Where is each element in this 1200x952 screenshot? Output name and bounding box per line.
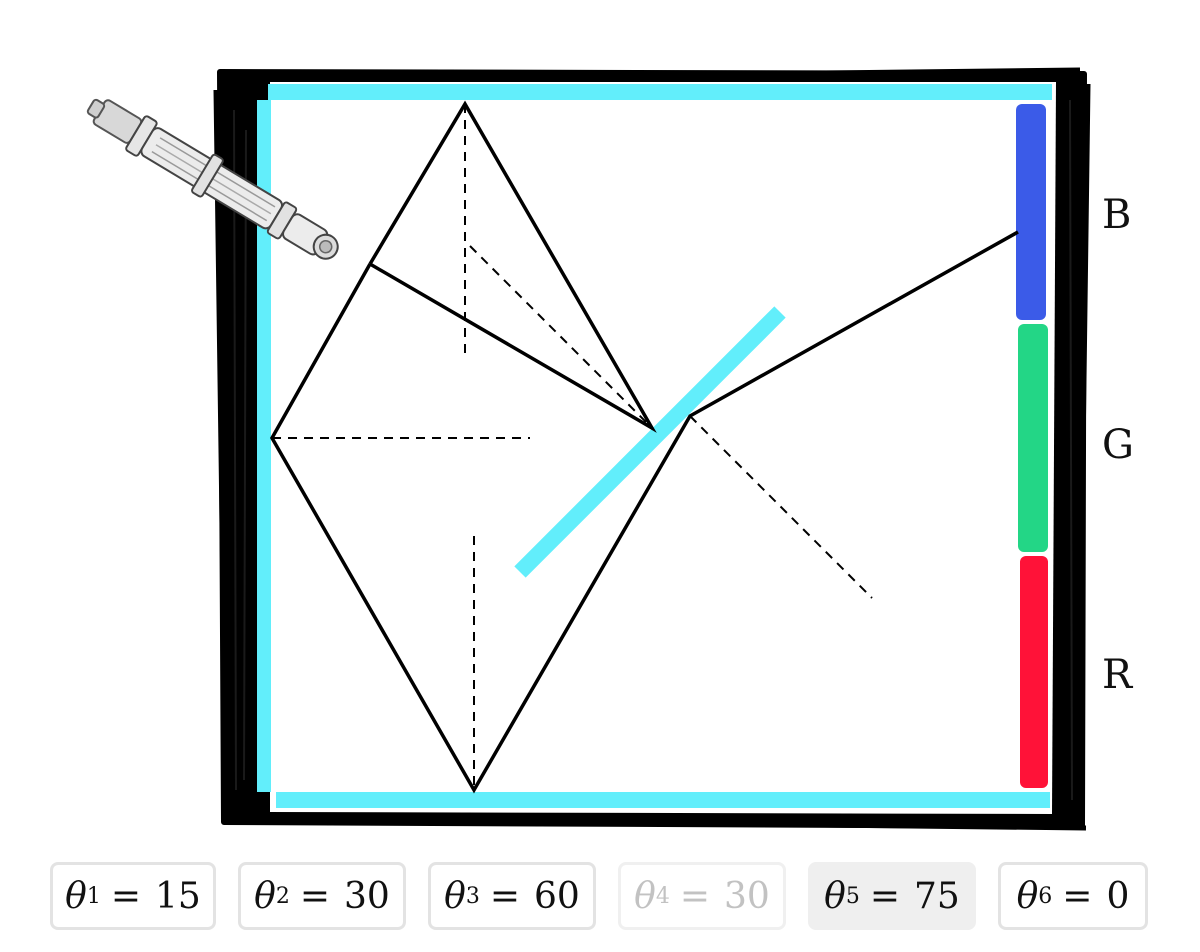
target-band-red xyxy=(1020,556,1048,788)
angle-value: 60 xyxy=(534,875,580,917)
theta-subscript: 1 xyxy=(86,883,101,909)
light-ray xyxy=(269,100,1019,794)
equals-sign: = xyxy=(299,875,331,917)
theta-symbol: θ xyxy=(65,875,87,917)
theta-subscript: 4 xyxy=(655,883,670,909)
normal-lines xyxy=(272,104,873,790)
angle-button-2[interactable]: θ 2 = 30 xyxy=(238,862,406,930)
mirror-board: B G R xyxy=(80,67,1134,831)
angle-button-4: θ 4 = 30 xyxy=(618,862,786,930)
theta-symbol: θ xyxy=(824,875,846,917)
ray-path-main xyxy=(368,100,657,433)
equals-sign: = xyxy=(869,875,901,917)
equals-sign: = xyxy=(489,875,521,917)
angle-button-6[interactable]: θ 6 = 0 xyxy=(998,862,1148,930)
theta-symbol: θ xyxy=(444,875,466,917)
label-b: B xyxy=(1102,192,1131,238)
angle-value: 30 xyxy=(724,875,770,917)
target-band-green xyxy=(1018,324,1048,552)
angle-value: 15 xyxy=(155,875,201,917)
angle-button-3[interactable]: θ 3 = 60 xyxy=(428,862,596,930)
equals-sign: = xyxy=(1062,875,1093,917)
theta-symbol: θ xyxy=(634,875,656,917)
mirror-left[interactable] xyxy=(257,100,271,792)
ray-path-lower xyxy=(269,230,1019,794)
theta-symbol: θ xyxy=(1016,875,1039,917)
equals-sign: = xyxy=(110,875,142,917)
theta-subscript: 6 xyxy=(1038,883,1053,909)
mirror-diagonal[interactable] xyxy=(514,306,786,578)
label-g: G xyxy=(1102,422,1134,468)
mirror-top[interactable] xyxy=(268,84,1052,100)
angle-button-1[interactable]: θ 1 = 15 xyxy=(50,862,216,930)
angle-value: 75 xyxy=(914,875,960,917)
angle-value: 30 xyxy=(344,875,390,917)
normal-diagonal-1 xyxy=(469,245,653,429)
target-band-blue xyxy=(1016,104,1046,320)
theta-symbol: θ xyxy=(254,875,276,917)
laser-pointer-icon[interactable] xyxy=(80,87,348,272)
normal-diagonal-2 xyxy=(689,415,873,599)
angle-controls: θ 1 = 15 θ 2 = 30 θ 3 = 60 θ 4 = 30 θ 5 = 75 θ 6 = 0 xyxy=(0,858,1200,938)
theta-subscript: 2 xyxy=(275,883,290,909)
theta-subscript: 3 xyxy=(465,883,480,909)
angle-button-5[interactable]: θ 5 = 75 xyxy=(808,862,976,930)
theta-subscript: 5 xyxy=(845,883,860,909)
equals-sign: = xyxy=(679,875,711,917)
label-r: R xyxy=(1102,652,1134,698)
angle-value: 0 xyxy=(1106,875,1130,917)
mirror-bottom[interactable] xyxy=(276,792,1050,808)
